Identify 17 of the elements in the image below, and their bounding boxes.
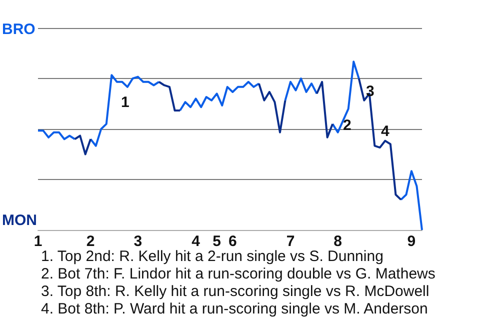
x-tick-label: 5 — [212, 233, 222, 250]
text: 1. Top 2nd: R. Kelly hit a 2-run single vs S. Dunning — [41, 248, 384, 265]
x-tick-label: 6 — [228, 233, 237, 250]
text: 4. Bot 8th: P. Ward hit a run-scoring single vs M. Anderson — [41, 300, 428, 318]
x-tick-label: 8 — [334, 233, 342, 250]
annotation: 1 — [121, 94, 130, 111]
x-tick-label: 3 — [134, 233, 142, 250]
x-tick-label: 7 — [286, 233, 295, 250]
text: MON — [2, 212, 37, 229]
x-tick-label: 2 — [86, 233, 95, 250]
x-tick-label: 9 — [407, 233, 416, 250]
text: 3. Top 8th: R. Kelly hit a run-scoring single vs R. McDowell — [41, 283, 430, 300]
x-tick-label: 1 — [34, 233, 42, 250]
text: BRO — [2, 21, 36, 38]
annotation: 3 — [366, 83, 374, 100]
text: 2. Bot 7th: F. Lindor hit a run-scoring double vs G. Mathews — [41, 266, 436, 282]
x-tick-label: 4 — [192, 233, 201, 250]
